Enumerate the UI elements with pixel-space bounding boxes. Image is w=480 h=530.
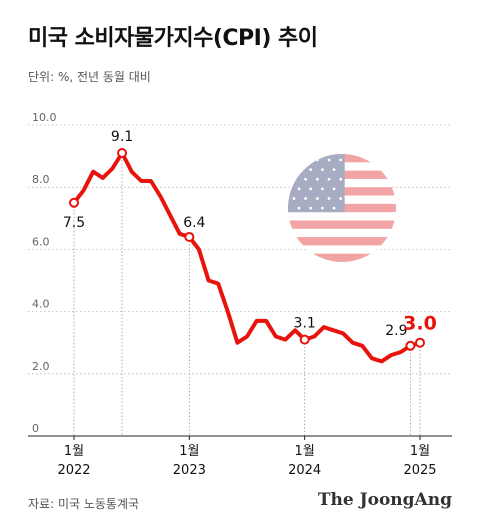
x-tick-label-month: 1월 <box>179 444 199 459</box>
cpi-series-line <box>72 151 422 364</box>
us-flag-circle-icon <box>288 154 396 262</box>
y-tick-label: 8.0 <box>32 173 50 186</box>
y-tick-label: 4.0 <box>32 298 50 311</box>
y-tick-label: 10.0 <box>32 111 57 124</box>
y-tick-label: 6.0 <box>32 235 50 248</box>
x-tick-label-month: 1월 <box>64 444 84 459</box>
data-label: 9.1 <box>111 129 133 145</box>
data-label: 2.9 <box>385 323 407 339</box>
x-tick-label-year: 2023 <box>173 463 206 478</box>
y-tick-label: 0 <box>32 422 39 435</box>
x-tick-label-year: 2024 <box>288 463 321 478</box>
data-label: 7.5 <box>63 215 85 231</box>
data-point-marker <box>69 197 79 208</box>
x-tick-label-year: 2022 <box>57 463 90 478</box>
x-tick-label-month: 1월 <box>410 444 430 459</box>
data-point-marker <box>117 147 128 158</box>
data-point-marker <box>184 231 195 242</box>
publisher-logo: The JoongAng <box>317 490 452 510</box>
data-label: 3.1 <box>294 316 316 332</box>
data-label: 3.0 <box>403 313 437 335</box>
cpi-line-chart: 0 2.0 4.0 6.0 8.0 10.0 7.5 9.1 6.4 3.1 2.93.0 1월 2… <box>28 111 452 478</box>
chart-title: 미국 소비자물가지수(CPI) 추이 <box>28 26 318 51</box>
y-tick-label: 2.0 <box>32 360 50 373</box>
unit-label: 단위: %, 전년 동월 대비 <box>28 70 151 84</box>
data-point-marker <box>299 334 310 345</box>
data-point-marker <box>405 340 416 351</box>
data-label: 6.4 <box>183 215 205 231</box>
source-note: 자료: 미국 노동통계국 <box>28 497 140 511</box>
data-point-marker <box>415 337 425 348</box>
x-tick-label-year: 2025 <box>403 463 436 478</box>
x-tick-label-month: 1월 <box>295 444 315 459</box>
